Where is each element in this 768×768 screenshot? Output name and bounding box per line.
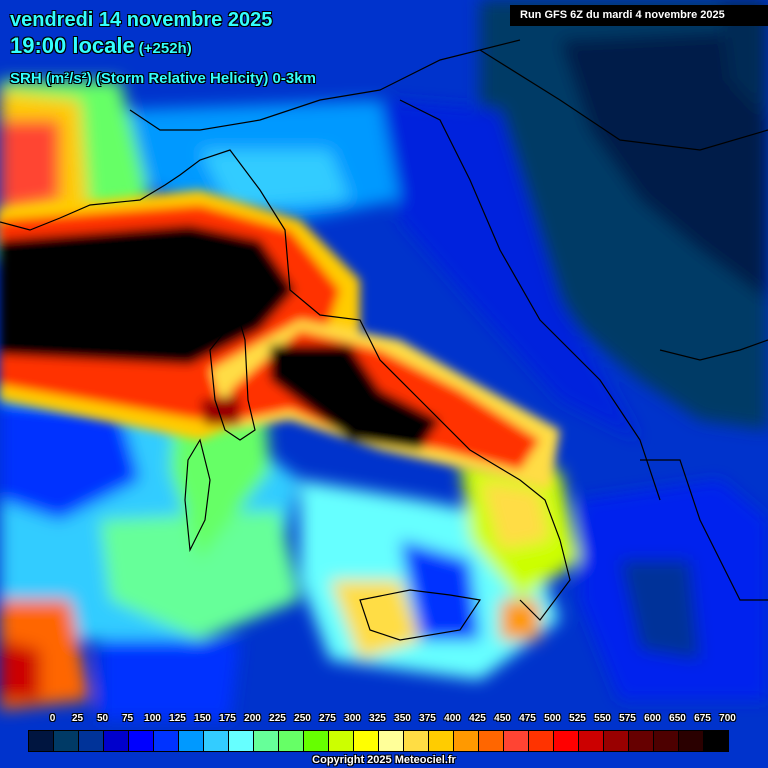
- colorbar-cell: [79, 731, 104, 751]
- colorbar-cell: [204, 731, 229, 751]
- colorbar-label: 500: [544, 713, 561, 724]
- colorbar-label: 525: [569, 713, 586, 724]
- colorbar-label: 475: [519, 713, 536, 724]
- colorbar-label: 100: [144, 713, 161, 724]
- colorbar-cell: [629, 731, 654, 751]
- colorbar-label: 125: [169, 713, 186, 724]
- colorbar-label: 250: [294, 713, 311, 724]
- colorbar-label: 150: [194, 713, 211, 724]
- forecast-time-label: 19:00 locale: [10, 33, 135, 58]
- parameter-title: SRH (m²/s²) (Storm Relative Helicity) 0-…: [10, 70, 316, 87]
- colorbar-label: 225: [269, 713, 286, 724]
- forecast-offset: (+252h): [138, 40, 192, 57]
- colorbar-label: 325: [369, 713, 386, 724]
- model-run-label: Run GFS 6Z du mardi 4 novembre 2025: [510, 5, 768, 26]
- colorbar-label: 200: [244, 713, 261, 724]
- forecast-time: 19:00 locale (+252h): [10, 33, 192, 59]
- colorbar-label: 350: [394, 713, 411, 724]
- colorbar-label: 275: [319, 713, 336, 724]
- colorbar-cell: [254, 731, 279, 751]
- colorbar-cell: [404, 731, 429, 751]
- colorbar-cell: [604, 731, 629, 751]
- colorbar-cell: [529, 731, 554, 751]
- colorbar-label: 650: [669, 713, 686, 724]
- colorbar-label: 0: [49, 713, 56, 724]
- colorbar-label: 175: [219, 713, 236, 724]
- colorbar-label: 400: [444, 713, 461, 724]
- colorbar-cell: [504, 731, 529, 751]
- colorbar: [28, 730, 729, 752]
- colorbar-label: 375: [419, 713, 436, 724]
- colorbar-label: 550: [594, 713, 611, 724]
- colorbar-cell: [129, 731, 154, 751]
- colorbar-cell: [579, 731, 604, 751]
- colorbar-cell: [54, 731, 79, 751]
- colorbar-label: 25: [71, 713, 84, 724]
- colorbar-label: 300: [344, 713, 361, 724]
- colorbar-labels: 0 25 50 75 100 125 150 175 200 225 250 275 300 325 350…: [28, 713, 736, 727]
- colorbar-label: 50: [96, 713, 109, 724]
- colorbar-label: 600: [644, 713, 661, 724]
- colorbar-label: 75: [121, 713, 134, 724]
- colorbar-cell: [479, 731, 504, 751]
- coastlines: [0, 39, 768, 641]
- colorbar-label: 675: [694, 713, 711, 724]
- colorbar-cell: [554, 731, 579, 751]
- colorbar-cell: [354, 731, 379, 751]
- forecast-date: vendredi 14 novembre 2025: [10, 9, 273, 31]
- colorbar-cell: [379, 731, 404, 751]
- colorbar-cell: [429, 731, 454, 751]
- colorbar-cell: [154, 731, 179, 751]
- colorbar-cell: [179, 731, 204, 751]
- colorbar-label: 425: [469, 713, 486, 724]
- colorbar-cell: [29, 731, 54, 751]
- colorbar-cell: [329, 731, 354, 751]
- colorbar-cell: [279, 731, 304, 751]
- colorbar-cell: [229, 731, 254, 751]
- colorbar-label: 575: [619, 713, 636, 724]
- colorbar-label: 700: [719, 713, 736, 724]
- colorbar-cell: [454, 731, 479, 751]
- colorbar-label: 450: [494, 713, 511, 724]
- colorbar-cell: [654, 731, 679, 751]
- colorbar-cell: [679, 731, 704, 751]
- colorbar-cell: [304, 731, 329, 751]
- colorbar-cell: [704, 731, 728, 751]
- copyright: Copyright 2025 Meteociel.fr: [312, 754, 456, 766]
- colorbar-cell: [104, 731, 129, 751]
